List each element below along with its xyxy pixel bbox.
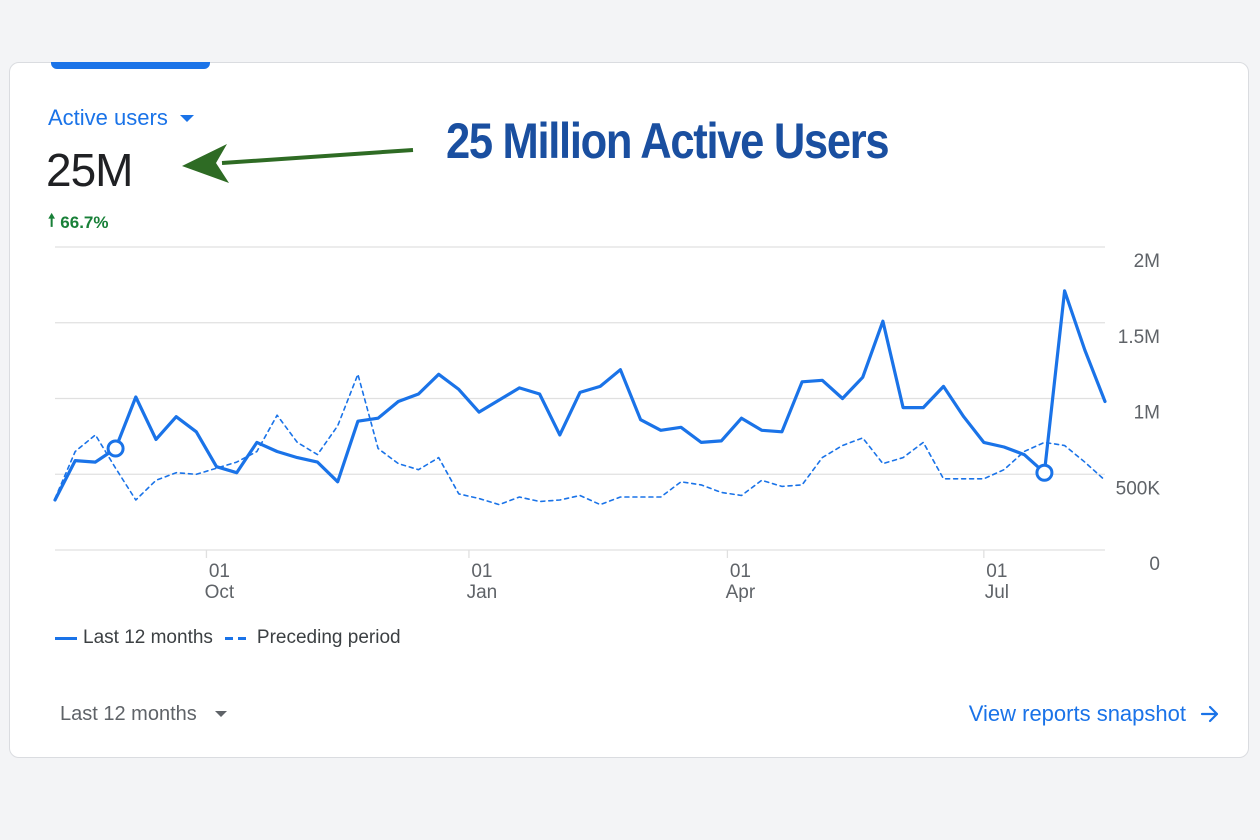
- caret-down-icon: [214, 711, 227, 717]
- date-range-dropdown[interactable]: Last 12 months: [60, 700, 227, 728]
- metric-selector-label: Active users: [48, 105, 168, 130]
- x-tick-month-label: Jan: [467, 582, 498, 603]
- y-tick-label: 1M: [1134, 403, 1160, 424]
- metric-change-badge: 🠕 66.7%: [48, 208, 109, 237]
- metric-selector-dropdown[interactable]: Active users: [48, 104, 194, 132]
- y-tick-label: 500K: [1116, 478, 1161, 499]
- y-tick-label: 1.5M: [1118, 327, 1160, 348]
- chart-legend: Last 12 months Preceding period: [55, 626, 401, 650]
- date-range-value: Last 12 months: [60, 702, 197, 725]
- x-tick-day-label: 01: [209, 561, 230, 582]
- highlight-point: [1035, 463, 1054, 482]
- x-tick-month-label: Oct: [205, 582, 235, 603]
- x-tick-day-label: 01: [471, 561, 492, 582]
- x-tick-month-label: Apr: [726, 582, 756, 603]
- arrow-right-icon: [1200, 705, 1219, 723]
- selected-tab-indicator: [51, 62, 210, 69]
- arrow-up-icon: 🠕: [48, 211, 56, 230]
- highlight-point: [106, 439, 125, 458]
- last-12-months-series-line: [53, 289, 1107, 502]
- legend-solid-line-swatch: [55, 636, 77, 640]
- x-tick-day-label: 01: [730, 561, 751, 582]
- legend-current-label: Last 12 months: [83, 627, 213, 648]
- metric-change-value: 66.7%: [60, 212, 109, 232]
- metric-value: 25M: [46, 144, 133, 196]
- legend-previous-label: Preceding period: [256, 627, 401, 648]
- preceding-period-series-line: [54, 373, 1106, 506]
- view-reports-snapshot-link[interactable]: View reports snapshot: [969, 700, 1220, 728]
- legend-dashed-line-swatch: [224, 636, 246, 640]
- y-tick-label: 0: [1149, 554, 1160, 575]
- caret-down-icon: [179, 114, 194, 122]
- x-tick-month-label: Jul: [985, 582, 1009, 603]
- annotation-headline: 25 Million Active Users: [446, 113, 890, 169]
- y-tick-label: 2M: [1134, 251, 1160, 272]
- view-reports-snapshot-label: View reports snapshot: [968, 701, 1186, 726]
- x-tick-day-label: 01: [986, 561, 1007, 582]
